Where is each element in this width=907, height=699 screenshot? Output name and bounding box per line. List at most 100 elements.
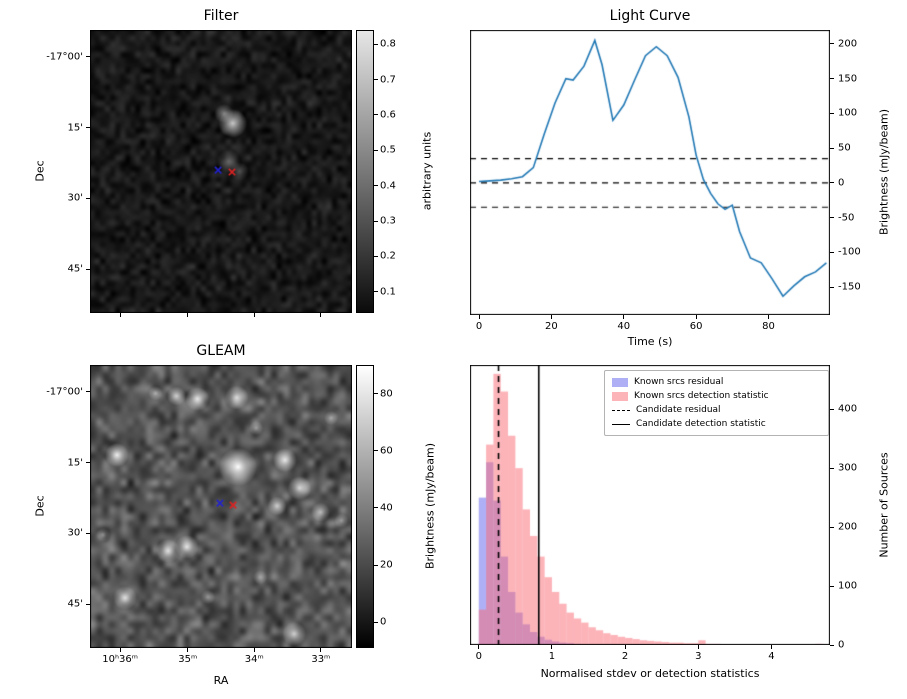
tick-mark (830, 251, 834, 253)
tick-label: 300 (838, 462, 858, 474)
tick-mark (119, 313, 121, 317)
tick-mark (830, 585, 834, 587)
tick-label: 3 (695, 651, 702, 662)
tick-mark (86, 56, 90, 58)
light-curve-panel-title: Light Curve (609, 8, 691, 24)
tick-label: 0 (475, 321, 483, 332)
histogram-legend: Known srcs residual Known srcs detection… (604, 370, 829, 436)
legend-item-candidate-residual: Candidate residual (612, 403, 821, 417)
histogram-xlabel: Normalised stdev or detection statistics (540, 667, 760, 680)
tick-label: -17°00' (46, 51, 83, 63)
tick-label: 0.8 (380, 38, 396, 50)
tick-label: 100 (838, 580, 858, 592)
tick-mark (374, 507, 378, 509)
tick-mark (374, 450, 378, 452)
tick-mark (623, 315, 625, 319)
gleam-ylabel: Dec (33, 495, 47, 517)
tick-label: 0 (475, 651, 482, 662)
tick-mark (374, 185, 378, 187)
tick-label: 150 (838, 73, 858, 85)
tick-label: 1 (548, 651, 556, 662)
tick-label: 0 (838, 177, 845, 189)
tick-label: 0 (838, 639, 845, 651)
tick-mark (830, 644, 834, 646)
tick-label: 0.7 (380, 74, 396, 86)
gleam-colorbar-label: Brightness (mJy/beam) (423, 442, 437, 570)
tick-label: 80 (762, 321, 775, 332)
histogram-ylabel: Number of Sources (877, 452, 891, 558)
tick-mark (119, 648, 121, 652)
tick-label: 400 (838, 403, 858, 415)
blue-patch-icon (612, 377, 628, 387)
tick-label: -150 (838, 281, 861, 293)
tick-mark (374, 114, 378, 116)
legend-label-candidate-residual: Candidate residual (636, 405, 721, 415)
legend-label-known-detstat: Known srcs detection statistic (634, 391, 769, 401)
gleam-colorbar (356, 365, 374, 648)
tick-mark (551, 645, 553, 649)
tick-mark (374, 291, 378, 293)
tick-mark (86, 197, 90, 199)
tick-mark (830, 78, 834, 80)
tick-label: 0.6 (380, 109, 396, 121)
legend-label-candidate-detstat: Candidate detection statistic (636, 419, 766, 429)
tick-mark (374, 220, 378, 222)
filter-ylabel: Dec (33, 160, 47, 182)
filter-panel-title: Filter (203, 8, 239, 24)
legend-item-known-residual: Known srcs residual (612, 375, 821, 389)
tick-mark (830, 408, 834, 410)
tick-label: 200 (838, 38, 858, 50)
light-curve-xlabel: Time (s) (627, 335, 673, 348)
dashed-line-icon (612, 409, 630, 411)
tick-mark (374, 149, 378, 151)
tick-label: 34ᵐ (244, 654, 264, 665)
tick-mark (374, 393, 378, 395)
tick-mark (624, 645, 626, 649)
tick-label: 60 (689, 321, 703, 332)
tick-mark (697, 645, 699, 649)
tick-mark (320, 648, 322, 652)
tick-label: 0.2 (380, 250, 396, 262)
tick-label: 80 (380, 388, 393, 400)
gleam-panel-title: GLEAM (196, 343, 246, 359)
tick-mark (695, 315, 697, 319)
tick-mark (86, 532, 90, 534)
tick-mark (550, 315, 552, 319)
tick-mark (374, 43, 378, 45)
tick-label: 100 (838, 107, 858, 119)
tick-mark (478, 645, 480, 649)
tick-label: 10ʰ36ᵐ (102, 654, 138, 665)
tick-label: 33ᵐ (311, 654, 331, 665)
gleam-sky-image (90, 365, 352, 648)
tick-mark (86, 603, 90, 605)
filter-colorbar (356, 30, 374, 313)
tick-label: 200 (838, 521, 858, 533)
tick-label: 0.1 (380, 286, 396, 298)
tick-label: 4 (768, 651, 775, 662)
tick-mark (830, 182, 834, 184)
tick-mark (767, 315, 769, 319)
tick-mark (770, 645, 772, 649)
tick-label: 0.4 (380, 180, 396, 192)
tick-mark (187, 313, 189, 317)
tick-label: 20 (545, 321, 558, 332)
tick-mark (830, 147, 834, 149)
tick-label: -100 (838, 246, 861, 258)
tick-mark (374, 79, 378, 81)
legend-label-known-residual: Known srcs residual (634, 377, 724, 387)
tick-mark (830, 43, 834, 45)
tick-label: 15' (67, 122, 83, 134)
tick-label: -50 (838, 212, 855, 224)
filter-colorbar-label: arbitrary units (420, 131, 434, 211)
tick-mark (374, 621, 378, 623)
tick-label: 30' (67, 527, 83, 539)
tick-mark (320, 313, 322, 317)
tick-label: 40 (380, 502, 393, 514)
light-curve-ylabel: Brightness (mJy/beam) (877, 108, 891, 236)
tick-mark (478, 315, 480, 319)
tick-label: 20 (380, 559, 393, 571)
tick-mark (830, 467, 834, 469)
tick-mark (830, 112, 834, 114)
tick-mark (86, 391, 90, 393)
tick-mark (830, 526, 834, 528)
